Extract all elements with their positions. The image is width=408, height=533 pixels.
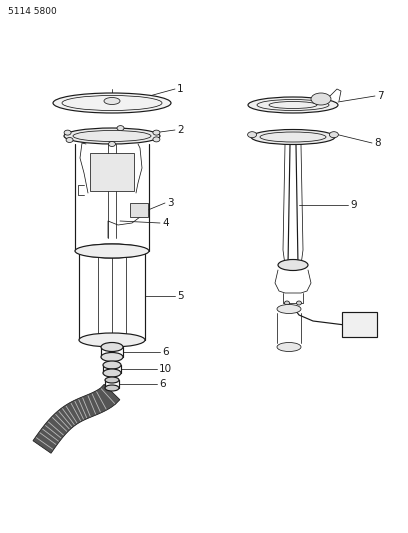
Ellipse shape	[278, 260, 308, 271]
Ellipse shape	[79, 244, 145, 258]
Text: 6: 6	[159, 379, 166, 389]
Ellipse shape	[105, 377, 119, 383]
Text: 9: 9	[350, 200, 357, 210]
Text: 2: 2	[177, 125, 184, 135]
Ellipse shape	[79, 333, 145, 347]
Ellipse shape	[248, 132, 257, 138]
Ellipse shape	[105, 385, 119, 391]
Ellipse shape	[104, 98, 120, 104]
Ellipse shape	[64, 130, 71, 135]
Polygon shape	[33, 384, 120, 453]
Text: 6: 6	[162, 347, 169, 357]
Ellipse shape	[248, 97, 338, 113]
Ellipse shape	[329, 132, 338, 138]
Ellipse shape	[103, 369, 121, 377]
Ellipse shape	[53, 93, 171, 113]
FancyBboxPatch shape	[130, 203, 148, 217]
Ellipse shape	[103, 361, 121, 369]
Ellipse shape	[101, 352, 123, 361]
Ellipse shape	[101, 343, 123, 351]
Ellipse shape	[109, 141, 115, 147]
Ellipse shape	[64, 128, 160, 144]
Text: 10: 10	[159, 364, 172, 374]
Ellipse shape	[251, 130, 335, 144]
Text: 1: 1	[177, 84, 184, 94]
Text: 5114 5800: 5114 5800	[8, 7, 57, 16]
Ellipse shape	[153, 137, 160, 142]
Ellipse shape	[75, 244, 149, 258]
Ellipse shape	[284, 301, 290, 305]
Text: 4: 4	[162, 218, 169, 228]
Ellipse shape	[277, 304, 301, 313]
FancyBboxPatch shape	[90, 153, 134, 191]
Text: 3: 3	[167, 198, 174, 208]
Ellipse shape	[297, 301, 302, 305]
Ellipse shape	[153, 130, 160, 135]
Ellipse shape	[117, 126, 124, 131]
Text: 7: 7	[377, 91, 384, 101]
FancyBboxPatch shape	[341, 311, 377, 336]
Ellipse shape	[66, 138, 73, 142]
Ellipse shape	[311, 93, 331, 105]
Ellipse shape	[277, 343, 301, 351]
Text: 5: 5	[177, 291, 184, 301]
Text: 8: 8	[374, 138, 381, 148]
